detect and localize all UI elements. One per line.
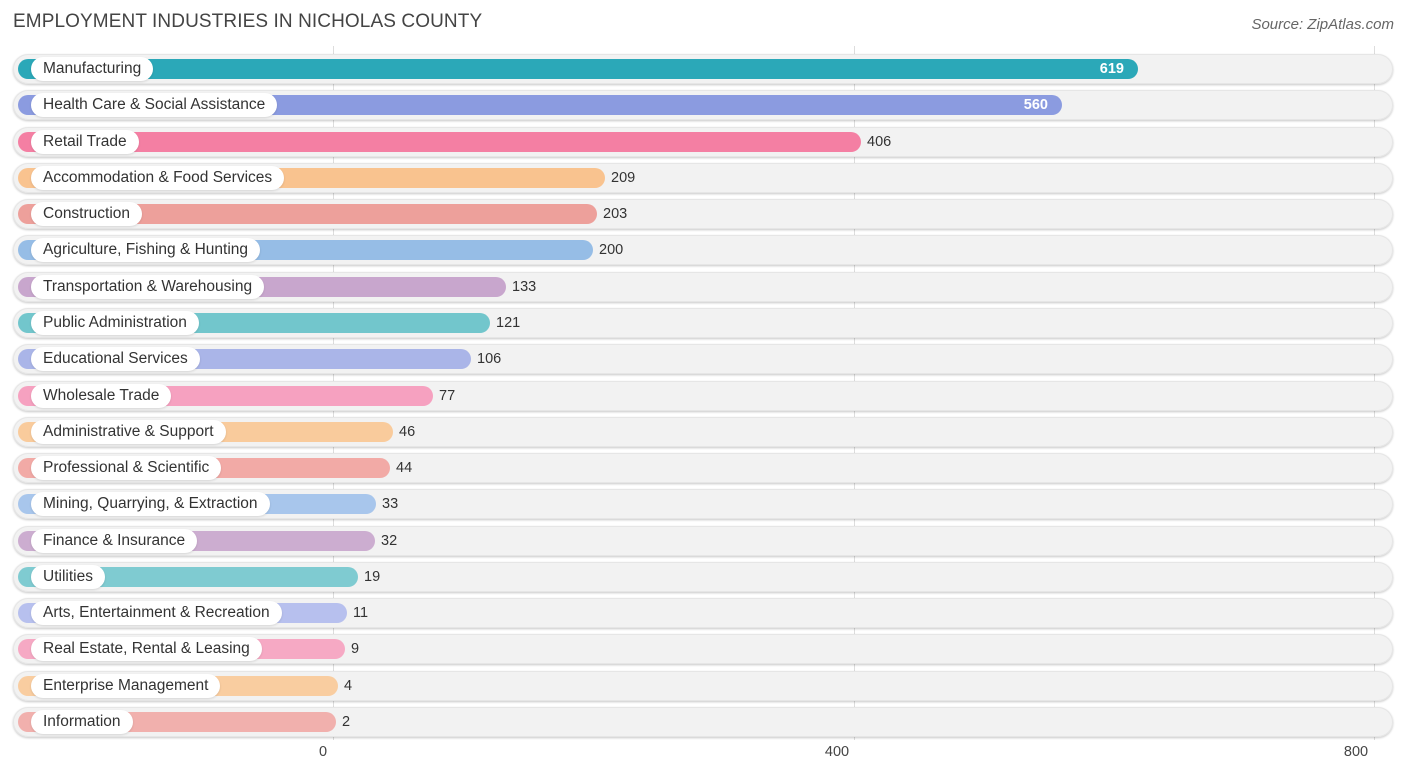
bar-row: Public Administration 121	[13, 308, 1393, 338]
bar	[18, 95, 1062, 115]
value-label: 2	[342, 714, 351, 730]
category-label: Finance & Insurance	[31, 529, 198, 553]
category-label: Transportation & Warehousing	[31, 275, 265, 299]
bar-row: Transportation & Warehousing 133	[13, 272, 1393, 302]
x-tick-label: 800	[1343, 744, 1369, 760]
value-label: 11	[353, 605, 369, 621]
category-label: Agriculture, Fishing & Hunting	[31, 238, 261, 262]
bar-row: Agriculture, Fishing & Hunting 200	[13, 235, 1393, 265]
category-label: Retail Trade	[31, 130, 139, 154]
category-label: Construction	[31, 202, 143, 226]
value-label: 106	[477, 351, 502, 367]
value-label: 406	[867, 134, 892, 150]
value-label: 33	[382, 496, 399, 512]
bar-row: Information 2	[13, 707, 1393, 737]
category-label: Enterprise Management	[31, 674, 221, 698]
category-label: Educational Services	[31, 347, 200, 371]
value-label: 619	[1099, 61, 1124, 77]
value-label: 77	[439, 388, 456, 404]
value-label: 44	[396, 460, 413, 476]
bar-row: Professional & Scientific 44	[13, 453, 1393, 483]
bar	[18, 132, 861, 152]
category-label: Administrative & Support	[31, 420, 226, 444]
bar-row: Accommodation & Food Services 209	[13, 163, 1393, 193]
value-label: 560	[1023, 97, 1048, 113]
category-label: Professional & Scientific	[31, 456, 222, 480]
bar-row: Finance & Insurance 32	[13, 526, 1393, 556]
value-label: 209	[611, 170, 636, 186]
bar-row: Enterprise Management 4	[13, 671, 1393, 701]
value-label: 121	[496, 315, 521, 331]
bar-row: Retail Trade 406	[13, 127, 1393, 157]
category-label: Wholesale Trade	[31, 384, 172, 408]
value-label: 133	[512, 279, 537, 295]
category-label: Health Care & Social Assistance	[31, 93, 278, 117]
bar-row: Health Care & Social Assistance 560	[13, 90, 1393, 120]
bar-row: Mining, Quarrying, & Extraction 33	[13, 489, 1393, 519]
bar-row: Arts, Entertainment & Recreation 11	[13, 598, 1393, 628]
category-label: Real Estate, Rental & Leasing	[31, 637, 262, 661]
category-label: Information	[31, 710, 133, 734]
value-label: 4	[344, 678, 353, 694]
bar	[18, 59, 1138, 79]
category-label: Accommodation & Food Services	[31, 166, 285, 190]
bar-row: Construction 203	[13, 199, 1393, 229]
category-label: Manufacturing	[31, 57, 154, 81]
bar-row: Administrative & Support 46	[13, 417, 1393, 447]
x-tick-label: 400	[824, 744, 850, 760]
category-label: Public Administration	[31, 311, 199, 335]
bar-row: Manufacturing 619	[13, 54, 1393, 84]
bar-row: Wholesale Trade 77	[13, 381, 1393, 411]
value-label: 200	[599, 242, 624, 258]
bar-row: Utilities 19	[13, 562, 1393, 592]
category-label: Arts, Entertainment & Recreation	[31, 601, 282, 625]
chart-source: Source: ZipAtlas.com	[1251, 16, 1394, 33]
value-label: 9	[351, 641, 360, 657]
chart-title: EMPLOYMENT INDUSTRIES IN NICHOLAS COUNTY	[13, 11, 483, 32]
value-label: 19	[364, 569, 381, 585]
value-label: 203	[603, 206, 628, 222]
bar-row: Real Estate, Rental & Leasing 9	[13, 634, 1393, 664]
value-label: 32	[381, 533, 398, 549]
value-label: 46	[399, 424, 416, 440]
bar	[18, 204, 597, 224]
category-label: Mining, Quarrying, & Extraction	[31, 492, 270, 516]
category-label: Utilities	[31, 565, 105, 589]
bar-row: Educational Services 106	[13, 344, 1393, 374]
x-tick-label: 0	[318, 744, 328, 760]
